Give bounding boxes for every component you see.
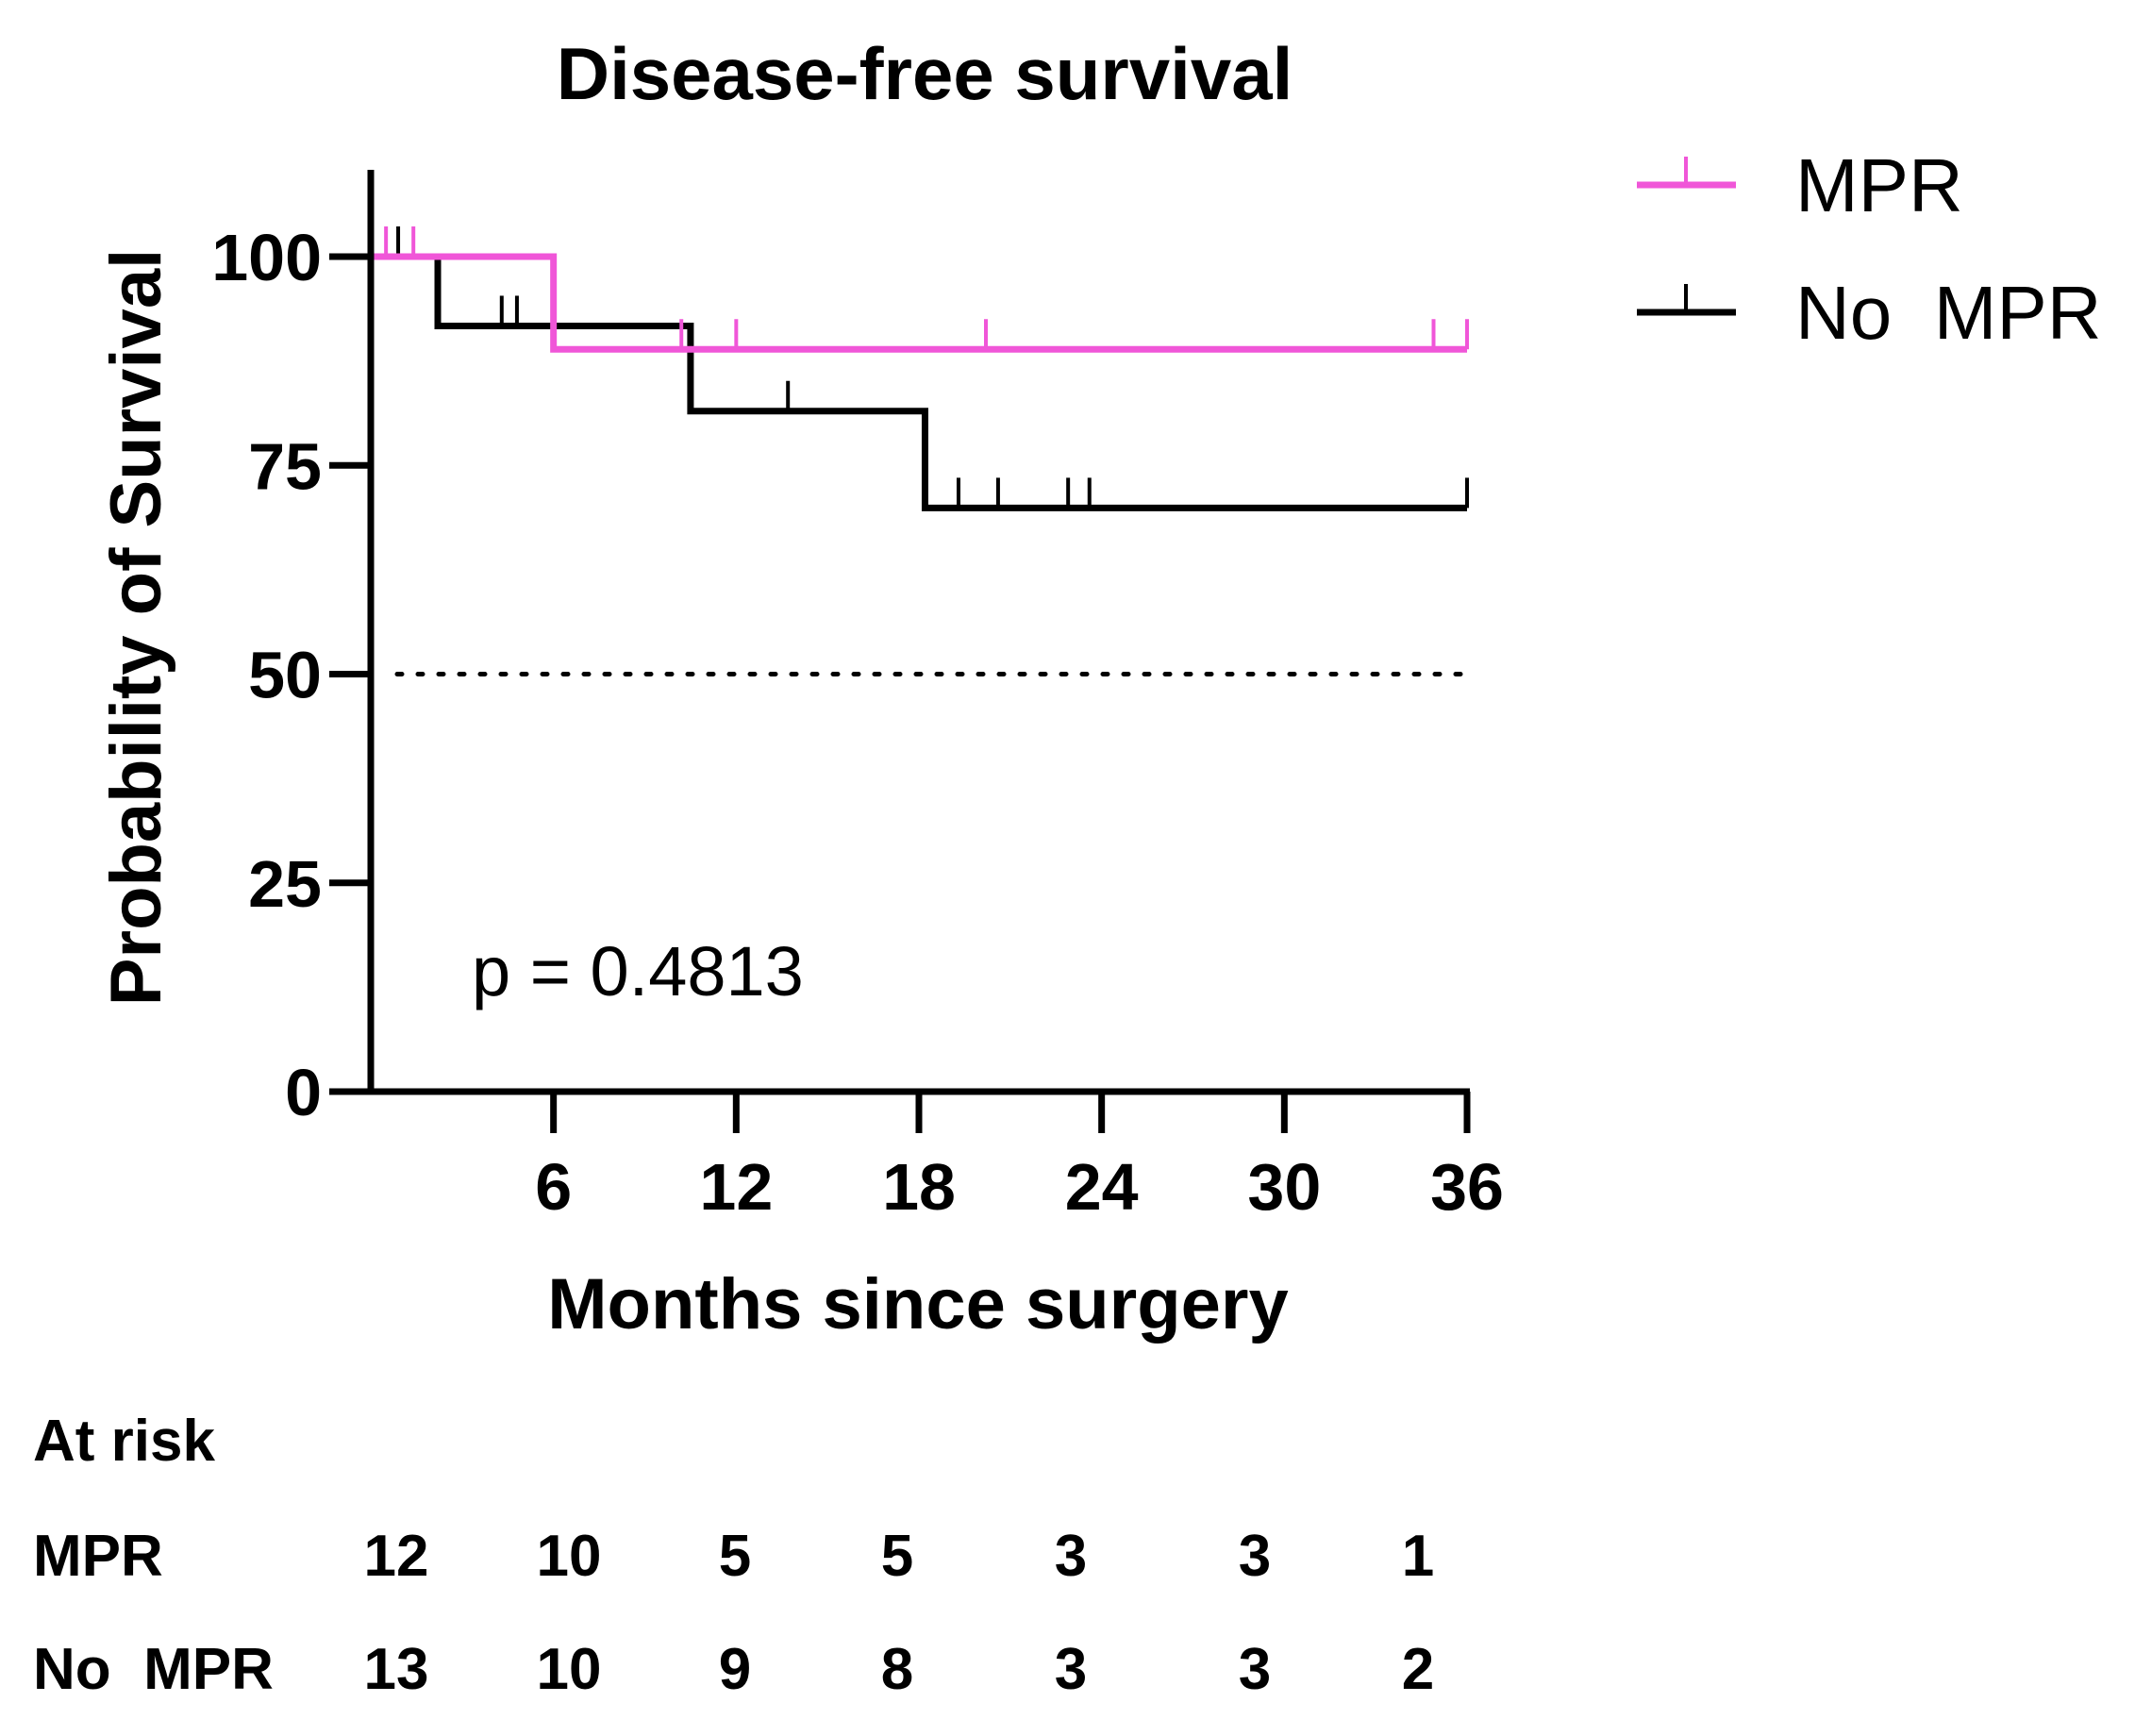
x-tick-label: 18 xyxy=(882,1150,956,1224)
y-tick-label: 25 xyxy=(248,847,322,921)
y-tick-label: 75 xyxy=(248,429,322,503)
y-tick-label: 100 xyxy=(211,221,322,294)
at-risk-count: 9 xyxy=(719,1637,751,1702)
x-tick-label: 12 xyxy=(699,1150,773,1224)
at-risk-count: 12 xyxy=(364,1524,429,1589)
at-risk-count: 3 xyxy=(1055,1524,1087,1589)
at-risk-count: 3 xyxy=(1055,1637,1087,1702)
p-value-annotation: p = 0.4813 xyxy=(472,932,804,1010)
at-risk-row-label: No MPR xyxy=(33,1637,274,1702)
at-risk-row-label: MPR xyxy=(33,1524,163,1589)
at-risk-count: 5 xyxy=(881,1524,913,1589)
at-risk-table: At risk MPR 12 10 5 5 3 3 1 No MPR 13 10 9 8 3 3 2 xyxy=(33,1409,1434,1702)
survival-curve-no-mpr xyxy=(371,253,1467,511)
y-tick-label: 50 xyxy=(248,639,322,712)
survival-curve-mpr xyxy=(371,253,1467,353)
at-risk-count: 1 xyxy=(1402,1524,1434,1589)
at-risk-count: 8 xyxy=(881,1637,913,1702)
at-risk-count: 10 xyxy=(537,1524,602,1589)
at-risk-heading: At risk xyxy=(33,1409,215,1474)
chart-title: Disease-free survival xyxy=(557,32,1293,115)
x-tick-label: 24 xyxy=(1065,1150,1139,1224)
y-axis-title: Probability of Survival xyxy=(96,249,176,1006)
at-risk-count: 10 xyxy=(537,1637,602,1702)
at-risk-count: 2 xyxy=(1402,1637,1434,1702)
legend-label-mpr: MPR xyxy=(1795,143,1963,227)
y-tick-label: 0 xyxy=(285,1056,322,1129)
at-risk-count: 3 xyxy=(1239,1524,1271,1589)
x-tick-label: 30 xyxy=(1247,1150,1321,1224)
x-axis-title: Months since surgery xyxy=(547,1264,1289,1344)
legend-label-no-mpr: No MPR xyxy=(1795,271,2102,355)
at-risk-count: 5 xyxy=(719,1524,751,1589)
plot-area: 0 25 50 75 100 6 12 18 24 30 36 xyxy=(211,170,1504,1224)
x-tick-label: 36 xyxy=(1430,1150,1504,1224)
legend: MPR No MPR xyxy=(1637,143,2102,355)
at-risk-count: 3 xyxy=(1239,1637,1271,1702)
x-tick-label: 6 xyxy=(535,1150,572,1224)
at-risk-count: 13 xyxy=(364,1637,429,1702)
